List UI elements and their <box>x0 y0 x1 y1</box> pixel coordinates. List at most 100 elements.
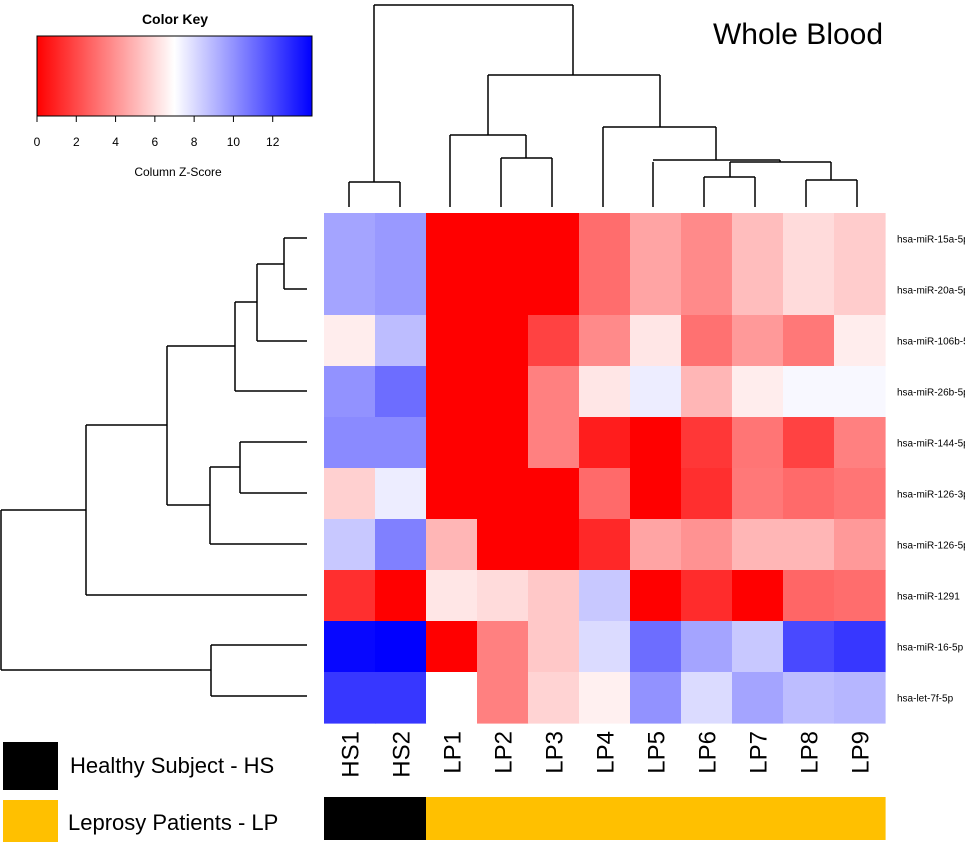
row-dendrogram <box>0 237 307 697</box>
cell-hsa-mir-16-5p-lp7 <box>732 621 784 673</box>
cell-hsa-mir-26b-5p-lp6 <box>681 366 733 418</box>
column-label-lp7: LP7 <box>746 731 773 774</box>
cell-hsa-mir-1291-lp6 <box>681 570 733 622</box>
cell-hsa-let-7f-5p-lp9 <box>834 672 886 724</box>
cell-hsa-mir-15a-5p-hs2 <box>375 213 427 265</box>
cell-hsa-mir-26b-5p-lp7 <box>732 366 784 418</box>
row-label-hsa-mir-126-5p: hsa-miR-126-5p <box>897 541 965 552</box>
row-label-hsa-mir-126-3p: hsa-miR-126-3p <box>897 490 965 501</box>
cell-hsa-mir-26b-5p-lp5 <box>630 366 682 418</box>
column-label-lp3: LP3 <box>542 731 569 774</box>
group-bar-lp2 <box>477 797 529 840</box>
cell-hsa-mir-1291-lp8 <box>783 570 835 622</box>
cell-hsa-mir-126-5p-lp7 <box>732 519 784 571</box>
cell-hsa-mir-126-3p-lp4 <box>579 468 631 520</box>
cell-hsa-mir-15a-5p-lp8 <box>783 213 835 265</box>
column-labels: HS1 HS2 LP1 LP2 LP3 LP4 LP5 LP6 LP7 LP8 LP9 <box>338 731 875 778</box>
cell-hsa-mir-26b-5p-lp4 <box>579 366 631 418</box>
cell-hsa-mir-126-3p-lp8 <box>783 468 835 520</box>
group-bar-lp1 <box>426 797 478 840</box>
group-color-bar <box>324 797 886 840</box>
key-tick-label-6: 6 <box>152 135 159 149</box>
color-key-xlabel: Column Z-Score <box>134 165 222 179</box>
group-bar-hs2 <box>375 797 427 840</box>
cell-hsa-mir-126-5p-lp5 <box>630 519 682 571</box>
cell-hsa-mir-26b-5p-lp3 <box>528 366 580 418</box>
group-bar-lp9 <box>834 797 886 840</box>
color-key-title: Color Key <box>142 11 208 27</box>
cell-hsa-mir-20a-5p-lp6 <box>681 264 733 316</box>
cell-hsa-let-7f-5p-lp4 <box>579 672 631 724</box>
cell-hsa-mir-106b-5p-hs2 <box>375 315 427 367</box>
group-bar-hs1 <box>324 797 376 840</box>
cell-hsa-mir-106b-5p-lp3 <box>528 315 580 367</box>
cell-hsa-mir-144-5p-hs2 <box>375 417 427 469</box>
cell-hsa-mir-26b-5p-lp2 <box>477 366 529 418</box>
cell-hsa-mir-126-3p-lp2 <box>477 468 529 520</box>
cell-hsa-mir-144-5p-lp8 <box>783 417 835 469</box>
cell-hsa-mir-126-5p-hs2 <box>375 519 427 571</box>
cell-hsa-mir-15a-5p-lp3 <box>528 213 580 265</box>
cell-hsa-mir-126-5p-lp6 <box>681 519 733 571</box>
column-dendrogram <box>348 4 858 207</box>
cell-hsa-mir-20a-5p-lp1 <box>426 264 478 316</box>
cell-hsa-mir-26b-5p-hs1 <box>324 366 376 418</box>
cell-hsa-mir-16-5p-lp6 <box>681 621 733 673</box>
cell-hsa-let-7f-5p-lp2 <box>477 672 529 724</box>
column-label-lp5: LP5 <box>644 731 671 774</box>
color-key-ticks: 0 2 4 6 8 10 12 <box>34 116 280 149</box>
cell-hsa-mir-126-5p-lp8 <box>783 519 835 571</box>
cell-hsa-mir-20a-5p-lp8 <box>783 264 835 316</box>
cell-hsa-mir-16-5p-hs1 <box>324 621 376 673</box>
cell-hsa-mir-26b-5p-lp1 <box>426 366 478 418</box>
cell-hsa-mir-26b-5p-lp8 <box>783 366 835 418</box>
chart-title: Whole Blood <box>713 18 883 51</box>
cell-hsa-mir-126-3p-lp3 <box>528 468 580 520</box>
group-bar-lp3 <box>528 797 580 840</box>
cell-hsa-mir-106b-5p-lp4 <box>579 315 631 367</box>
row-label-hsa-mir-15a-5p: hsa-miR-15a-5p <box>897 235 965 246</box>
legend-label-leprosy: Leprosy Patients - LP <box>68 810 278 835</box>
cell-hsa-mir-144-5p-lp7 <box>732 417 784 469</box>
cell-hsa-mir-126-3p-lp1 <box>426 468 478 520</box>
column-label-hs1: HS1 <box>338 731 365 778</box>
cell-hsa-mir-144-5p-lp6 <box>681 417 733 469</box>
column-label-lp2: LP2 <box>491 731 518 774</box>
cell-hsa-mir-16-5p-lp3 <box>528 621 580 673</box>
cell-hsa-mir-144-5p-lp4 <box>579 417 631 469</box>
cell-hsa-let-7f-5p-hs1 <box>324 672 376 724</box>
cell-hsa-mir-106b-5p-lp1 <box>426 315 478 367</box>
cell-hsa-mir-16-5p-lp1 <box>426 621 478 673</box>
cell-hsa-mir-126-3p-lp9 <box>834 468 886 520</box>
cell-hsa-mir-15a-5p-lp1 <box>426 213 478 265</box>
cell-hsa-mir-15a-5p-lp6 <box>681 213 733 265</box>
cell-hsa-mir-126-5p-lp1 <box>426 519 478 571</box>
key-tick-label-12: 12 <box>266 135 280 149</box>
cell-hsa-mir-144-5p-lp2 <box>477 417 529 469</box>
row-label-hsa-mir-106b-5p: hsa-miR-106b-5p <box>897 337 965 348</box>
cell-hsa-mir-126-3p-hs2 <box>375 468 427 520</box>
cell-hsa-mir-106b-5p-hs1 <box>324 315 376 367</box>
cell-hsa-let-7f-5p-lp7 <box>732 672 784 724</box>
cell-hsa-mir-20a-5p-lp9 <box>834 264 886 316</box>
cell-hsa-mir-144-5p-lp5 <box>630 417 682 469</box>
cell-hsa-mir-126-3p-lp6 <box>681 468 733 520</box>
cell-hsa-mir-15a-5p-lp7 <box>732 213 784 265</box>
cell-hsa-mir-15a-5p-hs1 <box>324 213 376 265</box>
cell-hsa-mir-16-5p-lp4 <box>579 621 631 673</box>
cell-hsa-mir-106b-5p-lp9 <box>834 315 886 367</box>
cell-hsa-mir-15a-5p-lp5 <box>630 213 682 265</box>
cell-hsa-mir-15a-5p-lp9 <box>834 213 886 265</box>
heatmap-cells <box>324 213 886 724</box>
cell-hsa-mir-126-5p-hs1 <box>324 519 376 571</box>
cell-hsa-mir-20a-5p-lp4 <box>579 264 631 316</box>
cell-hsa-mir-20a-5p-lp2 <box>477 264 529 316</box>
cell-hsa-mir-20a-5p-hs2 <box>375 264 427 316</box>
cell-hsa-mir-126-5p-lp4 <box>579 519 631 571</box>
cell-hsa-mir-144-5p-lp3 <box>528 417 580 469</box>
cell-hsa-mir-106b-5p-lp6 <box>681 315 733 367</box>
row-label-hsa-mir-16-5p: hsa-miR-16-5p <box>897 643 964 654</box>
cell-hsa-mir-1291-lp4 <box>579 570 631 622</box>
cell-hsa-mir-106b-5p-lp8 <box>783 315 835 367</box>
cell-hsa-mir-20a-5p-lp5 <box>630 264 682 316</box>
